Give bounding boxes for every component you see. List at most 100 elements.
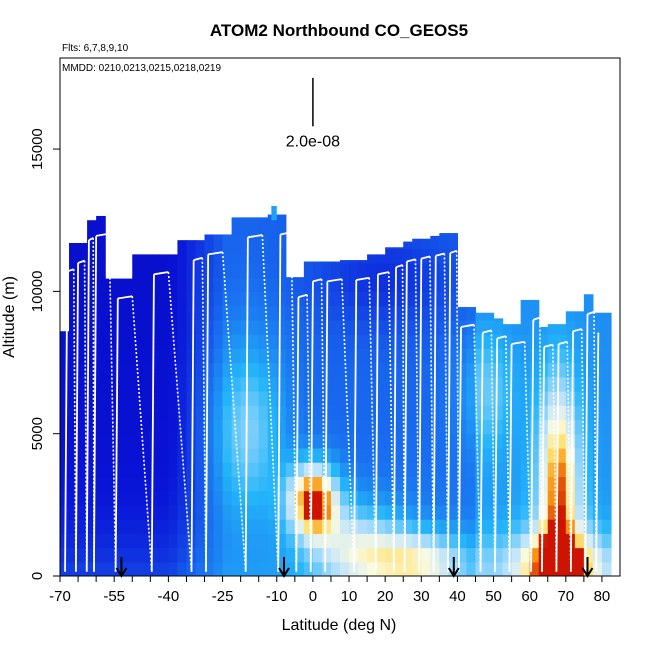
heat-cell bbox=[159, 334, 169, 349]
heat-cell bbox=[367, 533, 377, 549]
heat-cell bbox=[195, 547, 206, 563]
heat-cell bbox=[349, 334, 359, 349]
descent-track bbox=[414, 259, 420, 572]
heat-cell bbox=[240, 376, 251, 392]
heat-cell bbox=[583, 504, 594, 520]
heat-cell bbox=[376, 504, 386, 520]
heat-cell bbox=[213, 362, 224, 378]
heat-cell bbox=[222, 433, 233, 449]
heat-cell bbox=[493, 419, 504, 435]
heat-cell bbox=[231, 277, 242, 292]
ascent-track bbox=[494, 338, 499, 572]
heat-cell bbox=[502, 490, 513, 506]
heat-cell bbox=[285, 519, 296, 534]
heat-cell bbox=[556, 490, 567, 506]
heat-cell bbox=[592, 319, 603, 335]
heat-cell bbox=[439, 248, 449, 264]
heat-cell bbox=[376, 533, 386, 549]
heat-cell bbox=[583, 490, 594, 506]
heat-cell bbox=[177, 334, 188, 349]
descent-track bbox=[320, 279, 326, 572]
heat-cell bbox=[87, 490, 97, 506]
heat-cell bbox=[141, 262, 151, 278]
heat-cell bbox=[168, 362, 179, 378]
heat-cell bbox=[222, 462, 233, 477]
heat-cell bbox=[358, 319, 368, 335]
heat-cell bbox=[330, 348, 341, 364]
heat-cell bbox=[385, 547, 395, 563]
ascent-track bbox=[244, 237, 249, 572]
heat-cell bbox=[159, 291, 169, 307]
heat-cell bbox=[78, 462, 88, 477]
heat-cell bbox=[592, 533, 603, 549]
heat-cell bbox=[385, 247, 395, 250]
heat-cell bbox=[114, 447, 124, 463]
heat-cell bbox=[547, 519, 558, 534]
heat-cell bbox=[267, 262, 278, 278]
heat-cell bbox=[105, 362, 115, 378]
ascent-track bbox=[555, 344, 560, 572]
heat-cell bbox=[267, 234, 278, 250]
heat-cell bbox=[583, 547, 594, 563]
heat-cell bbox=[213, 476, 224, 492]
heat-cell bbox=[249, 391, 260, 406]
heat-cell bbox=[394, 291, 404, 307]
heat-cell bbox=[204, 405, 215, 421]
heat-cell bbox=[439, 533, 449, 549]
heat-cell bbox=[376, 547, 386, 563]
heat-cell bbox=[349, 419, 359, 435]
heat-cell bbox=[412, 490, 422, 506]
heat-cell bbox=[574, 561, 585, 576]
heat-cell bbox=[78, 348, 88, 364]
heat-cell bbox=[69, 447, 79, 463]
heat-cell bbox=[276, 547, 287, 563]
heat-cell bbox=[204, 234, 215, 250]
heat-cell bbox=[475, 433, 486, 449]
heat-cell bbox=[502, 419, 513, 435]
heat-cell bbox=[330, 262, 341, 278]
heat-cell bbox=[312, 490, 323, 506]
heat-cell bbox=[204, 419, 215, 435]
heat-cell bbox=[321, 561, 332, 576]
heat-cell bbox=[204, 447, 215, 463]
heat-cell bbox=[231, 291, 242, 307]
heat-cell bbox=[222, 391, 233, 406]
heat-cell bbox=[448, 234, 459, 250]
heat-cell bbox=[439, 277, 449, 292]
heat-cell bbox=[150, 319, 160, 335]
heat-cell bbox=[583, 533, 594, 549]
heat-cell bbox=[258, 447, 269, 463]
heat-cell bbox=[312, 261, 323, 264]
heat-cell bbox=[285, 433, 296, 449]
heat-cell bbox=[403, 241, 413, 250]
heat-cell bbox=[132, 433, 142, 449]
heat-cell bbox=[150, 262, 160, 278]
heat-cell bbox=[475, 447, 486, 463]
heat-cell bbox=[87, 419, 97, 435]
heat-cell bbox=[448, 476, 459, 492]
heat-cell bbox=[312, 462, 323, 477]
heat-cell bbox=[520, 547, 531, 563]
heat-cell bbox=[60, 391, 70, 406]
ascent-track bbox=[569, 331, 574, 572]
heat-cell bbox=[213, 547, 224, 563]
heat-cell bbox=[601, 533, 612, 549]
heat-cell bbox=[105, 462, 115, 477]
heat-cell bbox=[358, 262, 368, 278]
heat-cell bbox=[303, 261, 314, 264]
heat-cell bbox=[475, 334, 486, 349]
heat-cell bbox=[376, 419, 386, 435]
heat-cell bbox=[475, 376, 486, 392]
heat-cell bbox=[547, 419, 558, 435]
heat-cell bbox=[520, 476, 531, 492]
heat-cell bbox=[484, 319, 495, 335]
cruise-track bbox=[280, 231, 292, 236]
heat-cell bbox=[412, 334, 422, 349]
heat-cell bbox=[330, 504, 341, 520]
heat-cell bbox=[601, 362, 612, 378]
heat-cell bbox=[114, 362, 124, 378]
heat-cell bbox=[186, 334, 197, 349]
heat-cell bbox=[511, 561, 522, 576]
heat-cell bbox=[340, 490, 350, 506]
heat-cell bbox=[394, 433, 404, 449]
